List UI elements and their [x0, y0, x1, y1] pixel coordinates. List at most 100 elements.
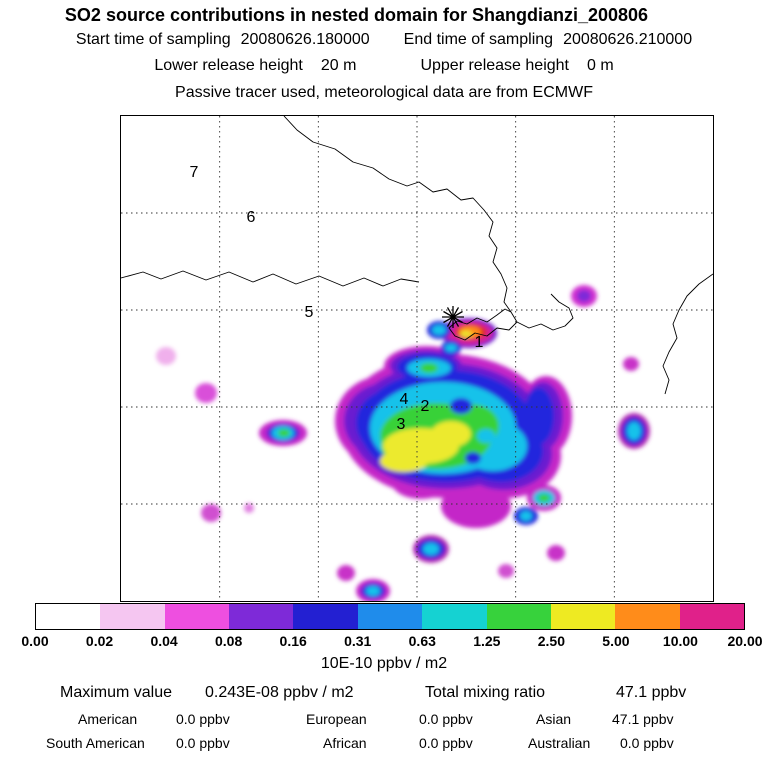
border-line — [121, 270, 420, 287]
plume-blob — [477, 429, 495, 443]
continent-value: 0.0 ppbv — [176, 711, 230, 727]
colorbar-tick: 10.00 — [662, 633, 698, 649]
colorbar-segment — [36, 604, 101, 629]
colorbar-segment — [293, 604, 358, 629]
plume-blob — [445, 344, 457, 352]
colorbar-segment — [422, 604, 487, 629]
colorbar-tick: 0.00 — [21, 633, 49, 649]
coastline — [516, 293, 574, 331]
max-value-label: Maximum value — [60, 684, 173, 701]
colorbar-tick: 0.16 — [279, 633, 307, 649]
continent-value: 0.0 ppbv — [176, 735, 230, 751]
colorbar-unit-label: 10E-10 ppbv / m2 — [320, 655, 448, 672]
colorbar-tick: 0.02 — [85, 633, 114, 649]
colorbar-tick: 1.25 — [473, 633, 501, 649]
plume-blob — [498, 564, 514, 578]
upper-release-height: Upper release height 0 m — [420, 57, 613, 75]
plume-blob — [538, 494, 550, 502]
colorbar-segment — [357, 604, 423, 629]
plume-blob — [623, 357, 639, 371]
plume-blob — [460, 330, 472, 338]
plume-blob — [337, 565, 355, 581]
plot-title: SO2 source contributions in nested domai… — [64, 5, 649, 25]
sampling-end-value: 20080626.210000 — [563, 31, 693, 48]
plume-blob — [431, 421, 471, 447]
colorbar-segment — [100, 604, 165, 629]
sampling-start: Start time of sampling 20080626.180000 — [76, 31, 370, 49]
plume-blob — [450, 398, 472, 414]
stats-row-max: Maximum value 0.243E-08 ppbv / m2 Total … — [0, 684, 768, 704]
sampling-start-label: Start time of sampling — [75, 31, 231, 48]
plume-blob — [195, 383, 217, 403]
colorbar-tick: 5.00 — [602, 633, 630, 649]
colorbar-tick-labels: 0.00 0.02 0.04 0.08 0.16 0.31 0.63 1.25 2.50 5.00… — [21, 633, 762, 651]
region-label-3: 3 — [396, 416, 406, 433]
map-canvas — [121, 116, 713, 601]
sampling-end: End time of sampling 20080626.210000 — [404, 31, 692, 49]
coastline — [448, 308, 518, 341]
max-value: 0.243E-08 ppbv / m2 — [205, 684, 354, 701]
coastline — [662, 273, 713, 395]
plume-blob — [627, 422, 641, 440]
continent-label: American — [78, 711, 138, 727]
plume-blob — [520, 511, 532, 521]
upper-release-label: Upper release height — [420, 57, 569, 74]
plume-blob — [423, 543, 439, 555]
plume-blob — [380, 450, 428, 472]
sampling-end-label: End time of sampling — [403, 31, 554, 48]
continent-label: Asian — [536, 711, 572, 727]
colorbar — [35, 603, 745, 630]
receptor-star — [442, 306, 464, 328]
colorbar-tick: 0.04 — [150, 633, 178, 649]
colorbar-segment — [679, 604, 744, 629]
continent-value: 0.0 ppbv — [620, 735, 674, 751]
continent-label: African — [323, 735, 367, 751]
colorbar-segment — [164, 604, 230, 629]
total-ratio-label: Total mixing ratio — [425, 684, 546, 701]
continent-value: 0.0 ppbv — [419, 735, 473, 751]
tracer-note: Passive tracer used, meteorological data… — [175, 84, 593, 101]
plume-blob — [156, 347, 176, 365]
region-label-2: 2 — [420, 398, 430, 415]
plume-blob — [278, 429, 290, 437]
concentration-plume — [156, 285, 650, 601]
stats-row-continents-1: American 0.0 ppbv European 0.0 ppbv Asia… — [0, 711, 768, 731]
region-label-5: 5 — [304, 304, 314, 321]
sampling-start-value: 20080626.180000 — [240, 31, 370, 48]
colorbar-segment — [615, 604, 680, 629]
release-heights-line: Lower release height 20 m Upper release … — [0, 57, 768, 75]
map-gridlines — [121, 116, 713, 601]
plume-blob — [432, 325, 446, 335]
lower-release-height: Lower release height 20 m — [154, 57, 356, 75]
sampling-times-line: Start time of sampling 20080626.180000 E… — [0, 31, 768, 49]
plume-blob — [244, 503, 254, 513]
coastlines-and-borders — [121, 116, 713, 395]
tracer-note-line: Passive tracer used, meteorological data… — [0, 84, 768, 102]
plume-blob — [547, 545, 565, 561]
plume-blob — [420, 363, 438, 373]
colorbar-segment — [229, 604, 294, 629]
region-label-7: 7 — [189, 164, 199, 181]
region-label-4: 4 — [399, 391, 409, 408]
continent-value: 47.1 ppbv — [612, 711, 674, 727]
continent-label: Australian — [528, 735, 591, 751]
colorbar-tick: 2.50 — [537, 633, 565, 649]
plume-blob — [366, 586, 380, 596]
plume-blob — [577, 290, 591, 302]
region-label-1: 1 — [474, 334, 484, 351]
continent-value: 0.0 ppbv — [419, 711, 473, 727]
lower-release-label: Lower release height — [154, 57, 303, 74]
border-line — [283, 116, 512, 313]
plume-blob — [465, 452, 481, 464]
plume-blob — [201, 504, 221, 522]
plume-blob — [441, 484, 511, 528]
lower-release-value: 20 m — [320, 57, 357, 74]
plume-blob — [524, 388, 554, 444]
total-ratio-value: 47.1 ppbv — [616, 684, 687, 701]
colorbar-segment — [486, 604, 551, 629]
colorbar-tick: 20.00 — [727, 633, 763, 649]
continent-label: South American — [46, 735, 145, 751]
receptor-star-marker — [443, 310, 463, 324]
